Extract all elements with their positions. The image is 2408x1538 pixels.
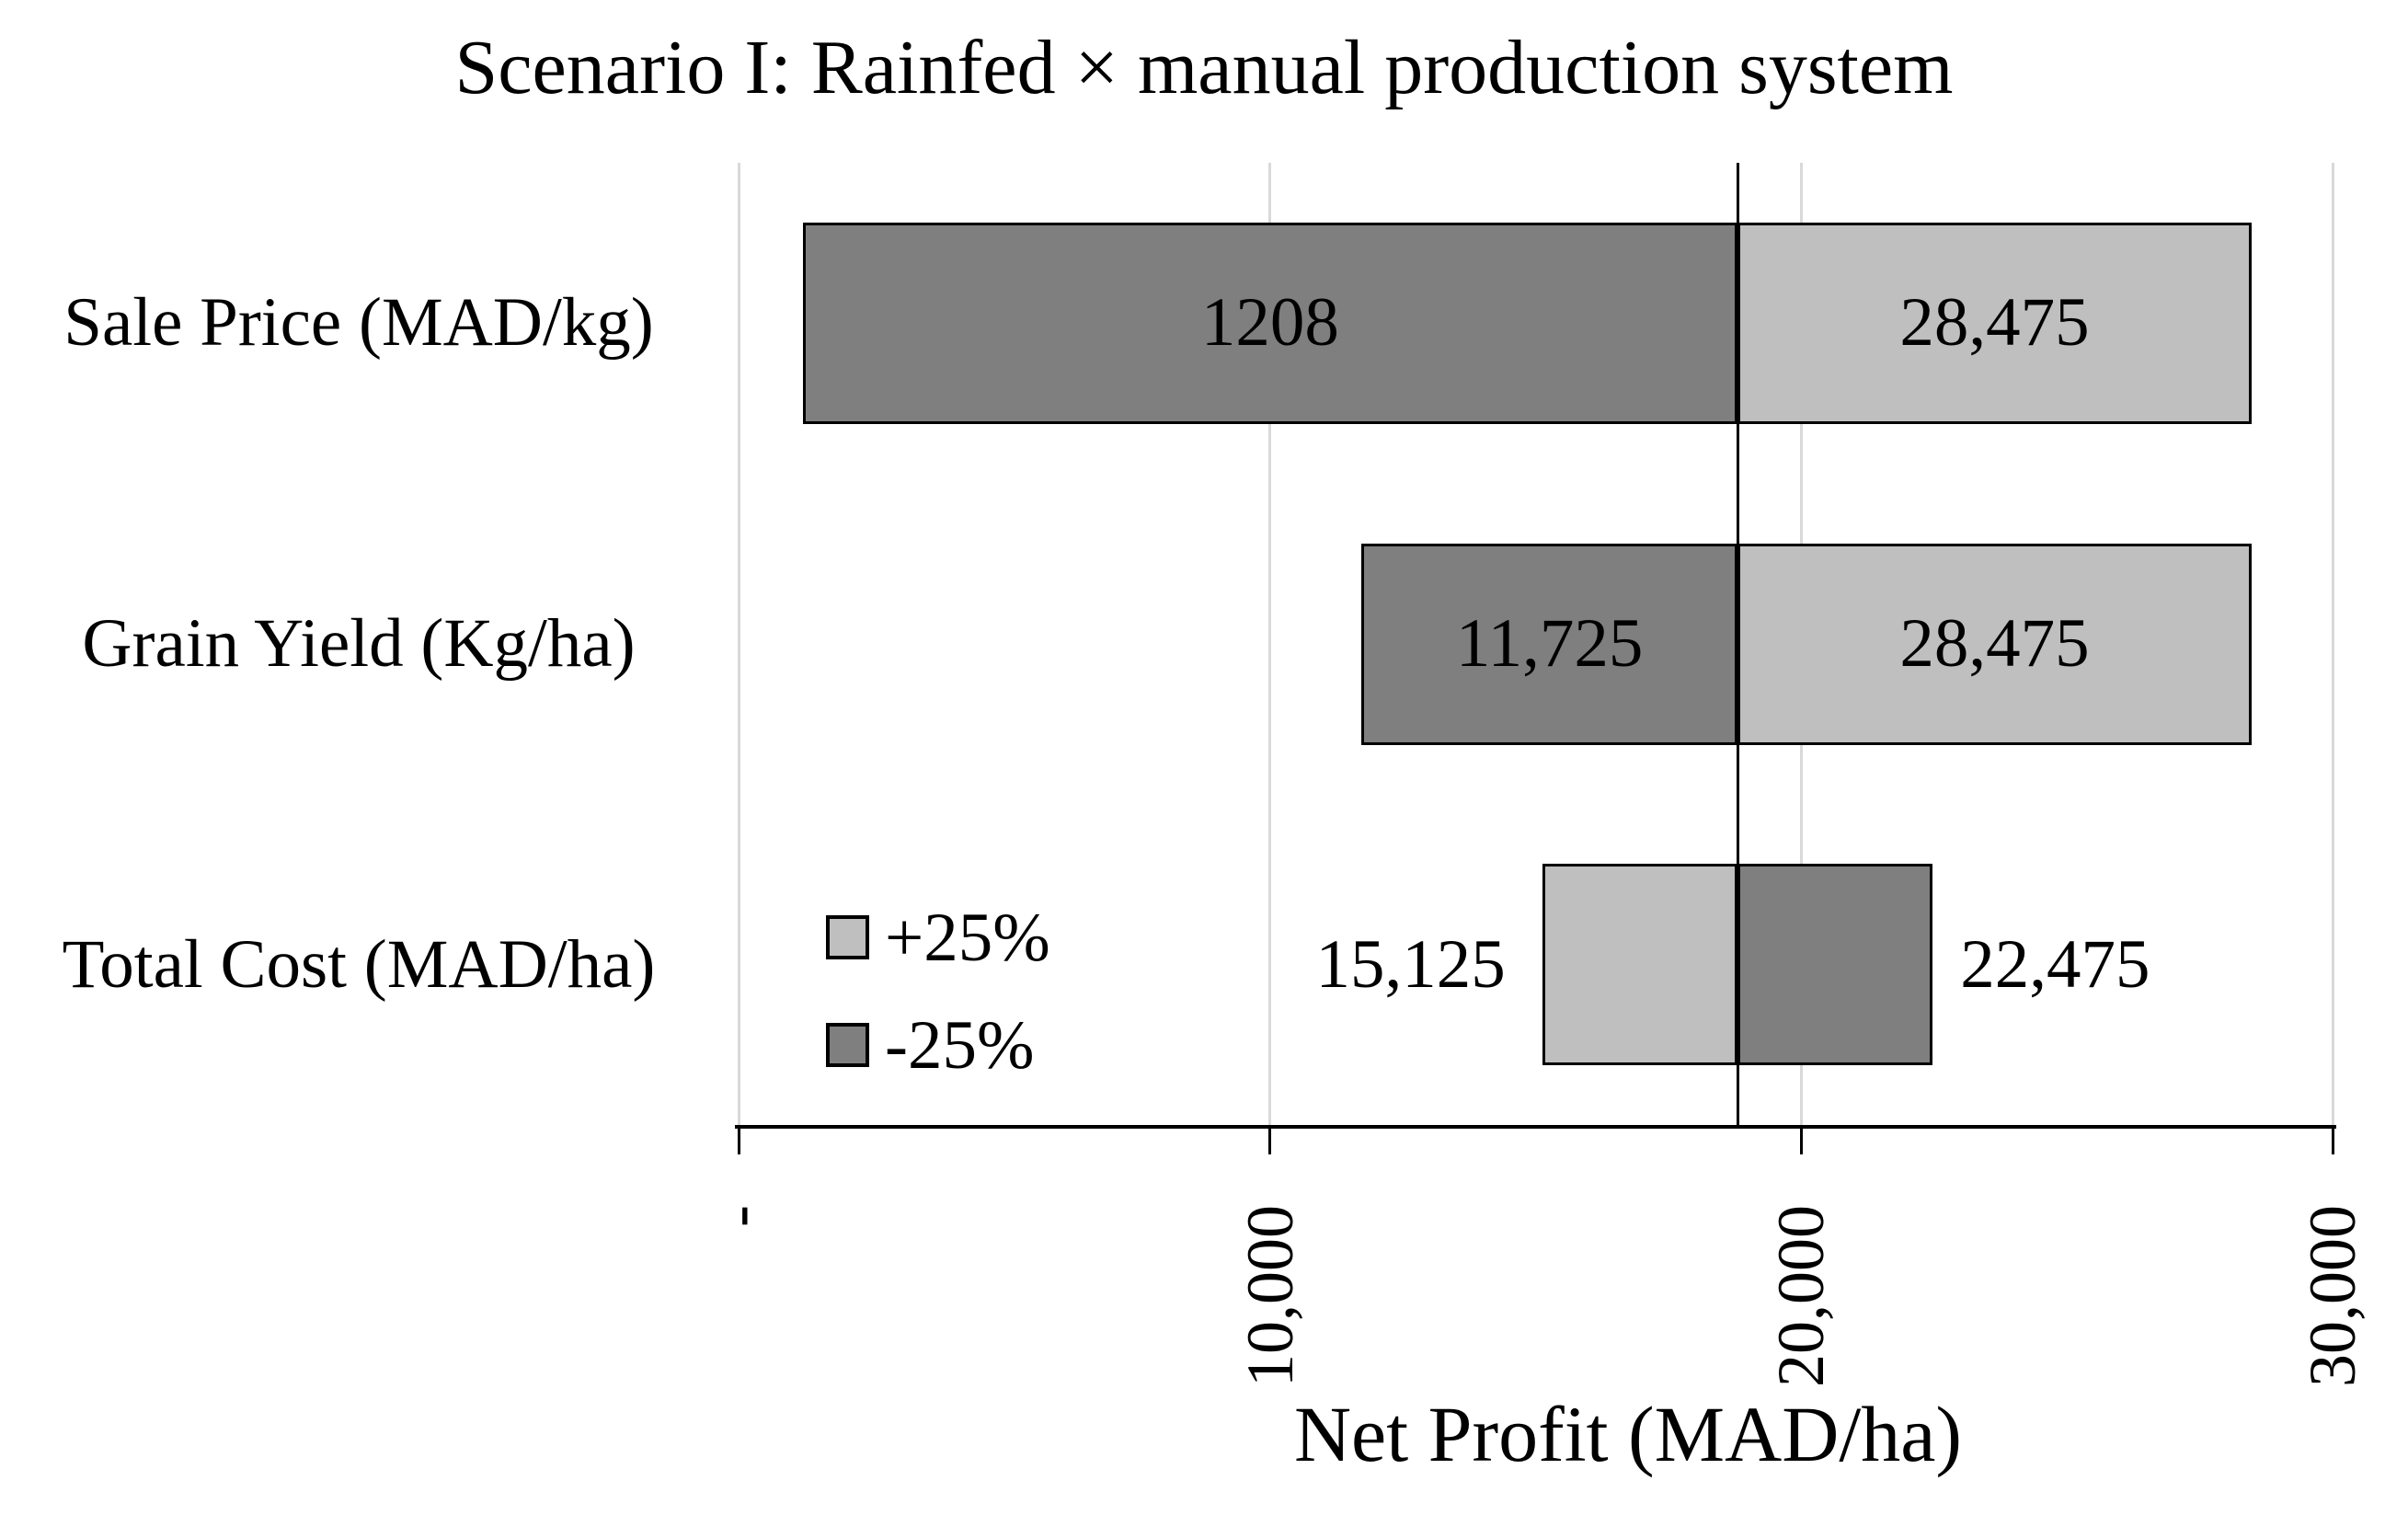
bar-segment-total-cost-mad-ha-25 <box>1542 864 1737 1066</box>
bar-segment-sale-price-mad-kg-25 <box>1737 222 2252 424</box>
x-axis-tick-label-20000: 20,000 <box>1764 1205 1839 1387</box>
bar-segment-total-cost-mad-ha-25 <box>1737 864 1933 1066</box>
bar-value-label-total-cost-mad-ha-25: 22,475 <box>1960 925 2150 1003</box>
legend-swatch-25 <box>826 915 869 959</box>
category-label-grain-yield-kg-ha: Grain Yield (Kg/ha) <box>82 605 636 682</box>
gridline-30000 <box>2331 163 2334 1125</box>
x-axis-tick-label-30000: 30,000 <box>2296 1205 2369 1387</box>
x-axis-tick-30000 <box>2331 1129 2334 1154</box>
bar-value-label-sale-price-mad-kg-25: 28,475 <box>1899 284 2090 362</box>
bar-value-label-grain-yield-kg-ha-25: 11,725 <box>1455 605 1644 682</box>
bar-value-label-total-cost-mad-ha-25: 15,125 <box>1315 925 1506 1003</box>
base-value-line <box>1736 163 1739 1129</box>
bar-value-label-sale-price-mad-kg-25: 1208 <box>1200 284 1339 362</box>
gridline-0 <box>737 163 740 1125</box>
x-axis-tick-label-0: - <box>702 1205 775 1227</box>
category-label-sale-price-mad-kg: Sale Price (MAD/kg) <box>63 284 654 362</box>
x-axis-tick-20000 <box>1799 1129 1803 1154</box>
x-axis-tick-0 <box>737 1129 740 1154</box>
legend-swatch-25 <box>826 1023 869 1067</box>
bar-segment-grain-yield-kg-ha-25 <box>1361 543 1737 745</box>
x-axis-title: Net Profit (MAD/ha) <box>1293 1390 1963 1478</box>
bar-segment-sale-price-mad-kg-25 <box>802 222 1737 424</box>
legend-label-25: -25% <box>885 1007 1035 1084</box>
chart-title: Scenario I: Rainfed × manual production … <box>454 25 1954 110</box>
x-axis-tick-label-10000: 10,000 <box>1233 1205 1307 1387</box>
x-axis-line <box>735 1125 2336 1129</box>
bar-segment-grain-yield-kg-ha-25 <box>1737 543 2252 745</box>
gridline-10000 <box>1268 163 1272 1125</box>
category-label-total-cost-mad-ha: Total Cost (MAD/ha) <box>62 925 656 1003</box>
legend-label-25: +25% <box>885 900 1050 976</box>
x-axis-tick-10000 <box>1268 1129 1272 1154</box>
bar-value-label-grain-yield-kg-ha-25: 28,475 <box>1899 605 2090 682</box>
